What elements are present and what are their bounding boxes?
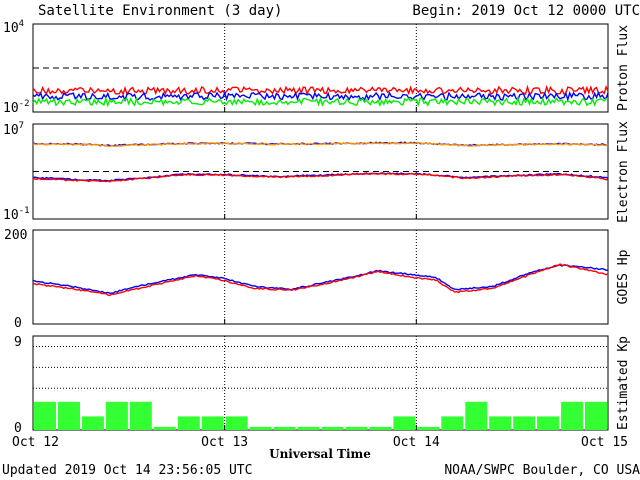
kp-bar-4: [129, 401, 152, 430]
kp-ytick-top: 9: [14, 335, 22, 350]
day-separators: [224, 24, 417, 430]
kp-bar-11: [297, 426, 320, 430]
goes-hp-ytick-bottom: 0: [14, 316, 22, 331]
x-tick-label-oct-14: Oct 14: [393, 435, 440, 450]
electron-series-1-orange-line: [32, 141, 609, 148]
proton-series-2-green-line: [32, 95, 609, 108]
kp-bar-3: [105, 401, 128, 430]
goes-hp-label: GOES Hp: [616, 249, 631, 304]
x-tick-label-oct-13: Oct 13: [201, 435, 248, 450]
kp-bars: [34, 401, 607, 430]
estimated-kp-label: Estimated Kp: [616, 336, 631, 430]
updated-timestamp: Updated 2019 Oct 14 23:56:05 UTC: [2, 463, 252, 478]
kp-panel-frame: [32, 335, 609, 431]
kp-bar-17: [441, 416, 464, 430]
electron-series-3-red-line: [32, 172, 609, 183]
kp-bar-14: [369, 426, 392, 430]
electron-ytick-top: 107: [3, 121, 24, 138]
kp-bar-12: [321, 426, 344, 430]
kp-bar-21: [537, 416, 560, 430]
electron-ytick-bottom: 10-1: [3, 206, 30, 223]
kp-bar-22: [561, 401, 584, 430]
kp-bar-13: [345, 426, 368, 430]
proton-ytick-bottom: 10-2: [3, 99, 30, 116]
kp-bar-8: [225, 416, 248, 430]
threshold-lines: [33, 67, 608, 172]
x-tick-label-oct-12: Oct 12: [12, 435, 59, 450]
kp-bar-6: [177, 416, 200, 430]
electron-flux-label: Electron Flux: [616, 121, 631, 223]
x-tick-label-oct-15: Oct 15: [581, 435, 628, 450]
electron-series-2-blue-line: [32, 172, 609, 182]
kp-bar-19: [489, 416, 512, 430]
kp-bar-1: [58, 401, 80, 430]
kp-bar-10: [273, 426, 296, 430]
credit-line: NOAA/SWPC Boulder, CO USA: [444, 463, 640, 478]
kp-bar-18: [465, 401, 488, 430]
kp-bar-0: [34, 401, 56, 430]
kp-bar-9: [249, 426, 272, 430]
proton-ytick-top: 104: [3, 19, 24, 36]
kp-bar-15: [393, 416, 416, 430]
kp-gridlines: [33, 345, 608, 389]
data-series: [32, 84, 609, 297]
goes_hp-series-1-red-line: [32, 263, 609, 297]
begin-time: Begin: 2019 Oct 12 0000 UTC: [412, 3, 640, 19]
kp-bar-7: [201, 416, 224, 430]
electron-panel-frame: [32, 123, 609, 220]
x-axis-label: Universal Time: [269, 447, 371, 461]
goes_hp-series-0-blue-line: [32, 264, 609, 294]
proton-series-1-blue-line: [32, 90, 609, 103]
kp-bar-2: [81, 416, 104, 430]
kp-bar-23: [585, 401, 607, 430]
proton-series-0-red-line: [32, 84, 609, 96]
proton-flux-label: Proton Flux: [616, 25, 631, 111]
plot-title: Satellite Environment (3 day): [38, 3, 282, 19]
x-axis-ticks: Oct 12 Oct 13 Oct 14 Oct 15: [12, 107, 628, 450]
goes-hp-ytick-top: 200: [4, 228, 27, 243]
kp-bar-16: [417, 426, 440, 430]
goes-hp-panel-frame: [32, 229, 609, 325]
kp-bar-5: [153, 426, 176, 430]
kp-ytick-bottom: 0: [14, 421, 22, 436]
kp-bar-20: [513, 416, 536, 430]
